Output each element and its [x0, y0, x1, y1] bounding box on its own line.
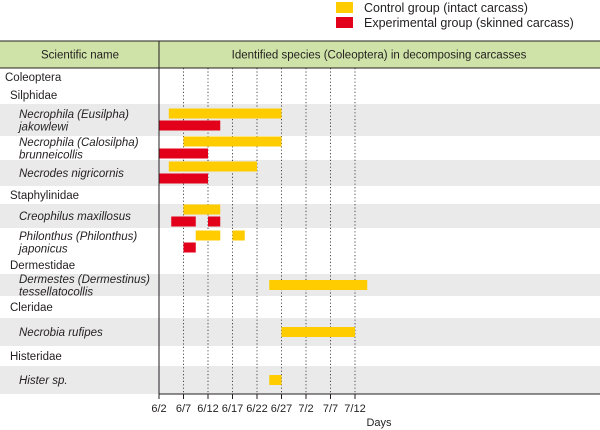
row-band — [0, 204, 600, 228]
bar-control — [232, 230, 245, 241]
x-tick-label: 6/27 — [271, 403, 292, 415]
species-label-line: Necrodes nigricornis — [19, 168, 124, 180]
family-label-dermestidae: Dermestidae — [10, 260, 75, 272]
bar-control — [168, 108, 282, 119]
bar-experimental — [159, 173, 208, 184]
species-label-line: tessellatocollis — [19, 286, 93, 298]
family-label-cleridae: Cleridae — [10, 302, 53, 314]
species-label-necrodes-nigricornis: Necrodes nigricornis — [19, 168, 124, 180]
bar-control — [183, 204, 221, 215]
species-label-necrophila-calosilpha-brunneicollis: Necrophila (Calosilpha) brunneicollis — [19, 137, 139, 162]
species-label-line: Necrophila (Eusilpha) — [19, 109, 129, 121]
row-band — [0, 366, 600, 394]
bar-experimental — [208, 216, 221, 227]
bar-control — [281, 327, 355, 337]
order-label-coleoptera: Coleoptera — [5, 72, 62, 84]
x-axis-label: Days — [366, 417, 392, 429]
bar-experimental — [171, 216, 196, 227]
bar-experimental — [159, 120, 221, 131]
x-tick-label: 6/22 — [246, 403, 267, 415]
bar-experimental — [183, 242, 196, 253]
legend-label-control: Control group (intact carcass) — [364, 1, 528, 15]
species-label-hister-sp: Hister sp. — [19, 375, 68, 387]
species-label-line: Hister sp. — [19, 375, 68, 387]
species-label-philonthus-philonthus-japonicus: Philonthus (Philonthus) japonicus — [17, 231, 137, 256]
species-label-line: Dermestes (Dermestinus) — [19, 274, 150, 286]
species-label-necrobia-rufipes: Necrobia rufipes — [19, 327, 103, 339]
family-label-silphidae: Silphidae — [10, 90, 57, 102]
x-tick-label: 6/17 — [222, 403, 243, 415]
species-label-line: Philonthus (Philonthus) — [19, 231, 137, 243]
family-label-histeridae: Histeridae — [10, 351, 62, 363]
species-label-line: Necrophila (Calosilpha) — [19, 137, 139, 149]
bar-control — [168, 161, 257, 172]
species-label-dermestes-dermestinus-tessellatocollis: Dermestes (Dermestinus) tessellatocollis — [19, 274, 150, 299]
species-label-line: japonicus — [17, 243, 68, 255]
bar-control — [269, 375, 282, 385]
x-tick-label: 6/12 — [197, 403, 218, 415]
species-label-line: Creophilus maxillosus — [19, 211, 131, 223]
row-labels: Coleoptera Silphidae Necrophila (Eusilpha)… — [5, 72, 150, 387]
legend-label-experimental: Experimental group (skinned carcass) — [364, 16, 574, 30]
chart-title: Identified species (Coleoptera) in decom… — [232, 50, 527, 62]
legend-swatch-control — [336, 2, 353, 13]
x-tick-label: 7/2 — [298, 403, 313, 415]
legend: Control group (intact carcass)Experiment… — [336, 1, 574, 30]
species-label-line: brunneicollis — [19, 149, 83, 161]
x-axis: Days 6/2 6/7 6/12 6/17 6/22 6/27 7/2 7/7 7/12 — [151, 394, 392, 429]
row-band — [0, 160, 600, 186]
bars — [159, 108, 368, 385]
species-label-line: Necrobia rufipes — [19, 327, 103, 339]
species-label-creophilus-maxillosus: Creophilus maxillosus — [19, 211, 131, 223]
x-tick-label: 7/12 — [344, 403, 365, 415]
bar-control — [183, 136, 282, 147]
table-header: Scientific name Identified species (Cole… — [0, 41, 600, 68]
species-label-necrophila-eusilpha-jakowlewi: Necrophila (Eusilpha) jakowlewi — [17, 109, 129, 134]
row-bands — [0, 104, 600, 394]
x-tick-label: 6/2 — [151, 403, 166, 415]
bar-control — [195, 230, 221, 241]
bar-experimental — [159, 148, 208, 159]
bar-control — [269, 280, 368, 290]
x-tick-label: 7/7 — [323, 403, 338, 415]
row-header-label: Scientific name — [41, 50, 119, 62]
header-background — [0, 41, 600, 68]
legend-swatch-experimental — [336, 17, 353, 28]
x-tick-label: 6/7 — [176, 403, 191, 415]
row-band — [0, 104, 600, 136]
family-label-staphylinidae: Staphylinidae — [10, 190, 79, 202]
table-frame — [0, 40, 600, 395]
species-label-line: jakowlewi — [17, 121, 69, 133]
